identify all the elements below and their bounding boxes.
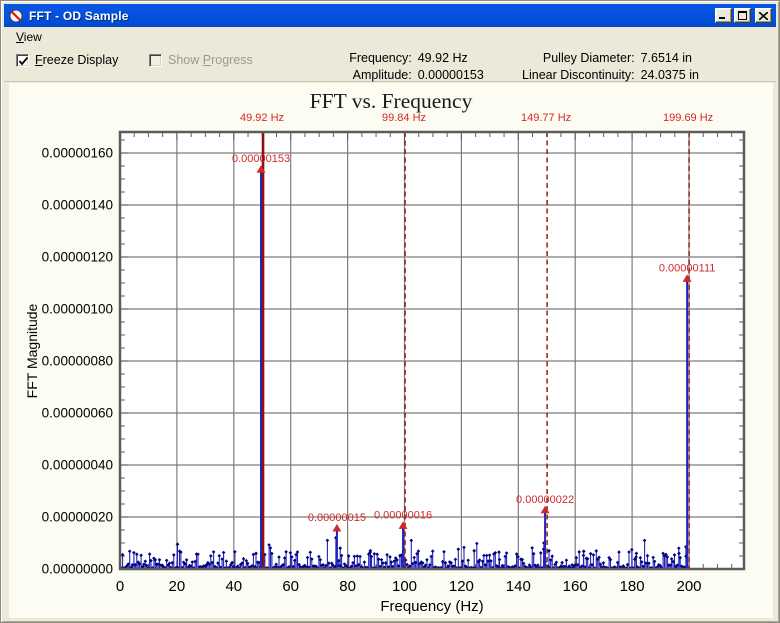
pulley-diameter-label: Pulley Diameter: bbox=[542, 51, 635, 65]
toolbar: Freeze Display Show Progress Frequency: … bbox=[4, 46, 776, 82]
plot-area[interactable] bbox=[120, 132, 744, 569]
x-tick-label: 20 bbox=[169, 578, 186, 595]
freeze-display-label: Freeze Display bbox=[35, 53, 119, 67]
app-icon bbox=[8, 8, 24, 24]
y-tick-label: 0.00000100 bbox=[42, 302, 113, 317]
pulley-diameter-value: 7.6514 in bbox=[640, 51, 693, 65]
menu-bar: View bbox=[4, 27, 776, 46]
peak-arrow-icon bbox=[256, 165, 266, 173]
checkbox-checked-icon bbox=[16, 53, 29, 67]
frequency-value: 49.92 Hz bbox=[417, 51, 468, 65]
checkbox-unchecked-icon bbox=[149, 53, 162, 67]
y-tick-label: 0.00000040 bbox=[42, 458, 113, 473]
noise-floor-markers bbox=[119, 535, 690, 570]
harmonic-frequency-label: 149.77 Hz bbox=[521, 112, 571, 124]
fft-chart[interactable]: 49.92 Hz 99.84 Hz 149.77 Hz 199.69 Hz 0.0000… bbox=[9, 83, 773, 618]
minimize-button[interactable] bbox=[715, 8, 732, 23]
close-button[interactable] bbox=[755, 8, 772, 23]
freeze-display-checkbox[interactable]: Freeze Display bbox=[16, 53, 118, 67]
x-tick-label: 140 bbox=[506, 578, 531, 595]
frequency-amplitude-readout: Frequency: 49.92 Hz Amplitude: 0.0000015… bbox=[319, 51, 514, 82]
x-tick-label: 120 bbox=[449, 578, 474, 595]
y-axis-title: FFT Magnitude bbox=[24, 303, 40, 398]
peak-value-label: 0.00000022 bbox=[516, 494, 574, 506]
pulley-readout: Pulley Diameter: 7.6514 in Linear Discon… bbox=[488, 51, 733, 82]
linear-discontinuity-label: Linear Discontinuity: bbox=[522, 68, 635, 82]
y-tick-label: 0.00000080 bbox=[42, 354, 113, 369]
x-tick-label: 60 bbox=[282, 578, 299, 595]
x-tick-label: 40 bbox=[225, 578, 242, 595]
x-axis-title: Frequency (Hz) bbox=[380, 598, 483, 615]
peak-arrow-icon bbox=[398, 521, 408, 529]
chart-title: FFT vs. Frequency bbox=[310, 89, 473, 113]
x-tick-label: 0 bbox=[116, 578, 124, 595]
y-tick-label: 0.00000160 bbox=[42, 146, 113, 161]
peak-arrow-icon bbox=[682, 274, 692, 282]
y-tick-label: 0.00000060 bbox=[42, 406, 113, 421]
title-bar[interactable]: FFT - OD Sample bbox=[4, 4, 776, 27]
harmonic-frequency-label: 99.84 Hz bbox=[382, 112, 426, 124]
y-tick-label: 0.00000000 bbox=[42, 562, 113, 577]
x-tick-label: 180 bbox=[620, 578, 645, 595]
y-tick-label: 0.00000140 bbox=[42, 198, 113, 213]
show-progress-checkbox: Show Progress bbox=[149, 53, 253, 67]
y-tick-label: 0.00000120 bbox=[42, 250, 113, 265]
y-tick-label: 0.00000020 bbox=[42, 510, 113, 525]
peak-value-label: 0.00000015 bbox=[308, 512, 366, 524]
maximize-button[interactable] bbox=[734, 8, 751, 23]
x-tick-label: 200 bbox=[676, 578, 701, 595]
harmonic-frequency-label: 199.69 Hz bbox=[663, 112, 713, 124]
linear-discontinuity-value: 24.0375 in bbox=[640, 68, 699, 82]
amplitude-label: Amplitude: bbox=[352, 68, 412, 82]
peak-value-label: 0.00000111 bbox=[659, 262, 715, 274]
harmonic-frequency-label: 49.92 Hz bbox=[240, 112, 284, 124]
x-tick-label: 100 bbox=[392, 578, 417, 595]
amplitude-value: 0.00000153 bbox=[417, 68, 484, 82]
chart-panel: 49.92 Hz 99.84 Hz 149.77 Hz 199.69 Hz 0.0000… bbox=[9, 83, 773, 618]
window-title: FFT - OD Sample bbox=[29, 8, 129, 23]
x-tick-label: 160 bbox=[563, 578, 588, 595]
peak-value-label: 0.00000153 bbox=[232, 153, 290, 165]
plot-frame bbox=[118, 130, 746, 571]
peak-arrow-icon bbox=[332, 524, 342, 532]
peak-value-label: 0.00000016 bbox=[374, 509, 432, 521]
x-tick-label: 80 bbox=[339, 578, 356, 595]
frequency-label: Frequency: bbox=[349, 51, 412, 65]
menu-view[interactable]: View bbox=[16, 29, 42, 44]
peak-arrow-icon bbox=[540, 505, 550, 514]
show-progress-label: Show Progress bbox=[168, 53, 253, 67]
